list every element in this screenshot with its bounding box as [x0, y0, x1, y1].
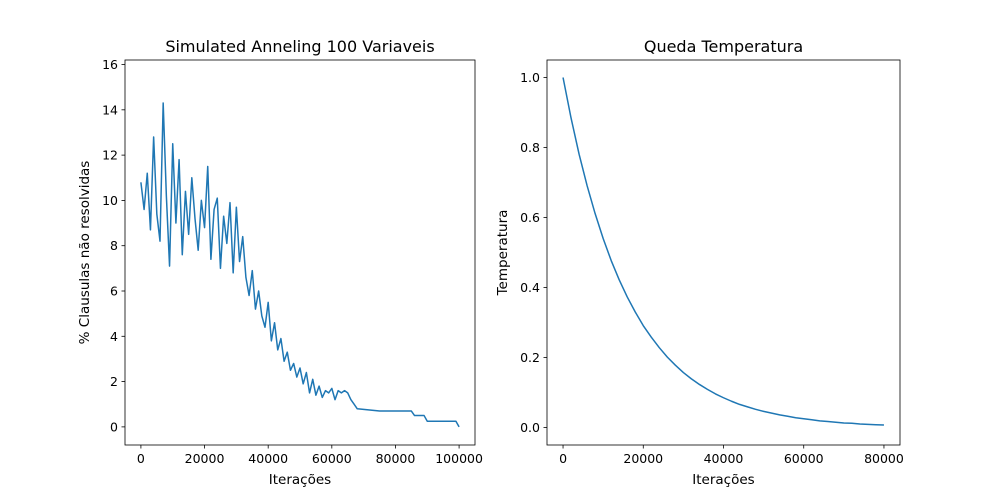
- x-tick-label: 80000: [376, 451, 416, 466]
- y-tick-label: 0.4: [520, 280, 540, 295]
- chart-title: Simulated Anneling 100 Variaveis: [165, 37, 434, 56]
- x-tick-label: 60000: [784, 451, 824, 466]
- y-tick-label: 10: [102, 193, 118, 208]
- y-tick-label: 0: [110, 419, 118, 434]
- y-tick-label: 4: [110, 329, 118, 344]
- x-tick-label: 40000: [248, 451, 288, 466]
- y-tick-label: 16: [102, 57, 118, 72]
- y-tick-label: 0.2: [520, 350, 540, 365]
- x-tick-label: 0: [137, 451, 145, 466]
- y-tick-label: 0.0: [520, 420, 540, 435]
- y-tick-label: 8: [110, 238, 118, 253]
- y-axis-label: % Clausulas não resolvidas: [77, 161, 93, 345]
- series-line-0: [562, 77, 884, 426]
- y-tick-label: 2: [110, 374, 118, 389]
- x-axis-label: Iterações: [269, 472, 331, 488]
- series-line-0: [140, 102, 460, 428]
- x-tick-label: 60000: [312, 451, 352, 466]
- y-tick-label: 14: [102, 102, 118, 117]
- x-tick-label: 20000: [623, 451, 663, 466]
- chart-title: Queda Temperatura: [644, 37, 803, 56]
- x-tick-label: 20000: [185, 451, 225, 466]
- x-tick-label: 40000: [704, 451, 744, 466]
- x-tick-label: 0: [559, 451, 567, 466]
- y-tick-label: 0.8: [520, 140, 540, 155]
- x-tick-label: 100000: [435, 451, 483, 466]
- y-tick-label: 1.0: [520, 70, 540, 85]
- y-axis-label: Temperatura: [495, 210, 511, 297]
- y-tick-label: 12: [102, 148, 118, 163]
- plot-frame: [124, 59, 476, 446]
- x-axis-label: Iterações: [692, 472, 754, 488]
- chart-temperature-decay: 0 20000 40000 60000 80000 0.0 0.2 0.4 0.6 0.8 1.0 Q…: [495, 37, 904, 488]
- chart-simulated-annealing: 0 20000 40000 60000 80000 100000 0 2 4 6 8 10 12 14 16…: [77, 37, 483, 488]
- x-tick-label: 80000: [864, 451, 904, 466]
- y-tick-label: 6: [110, 284, 118, 299]
- plot-frame: [546, 59, 901, 446]
- y-tick-label: 0.6: [520, 210, 540, 225]
